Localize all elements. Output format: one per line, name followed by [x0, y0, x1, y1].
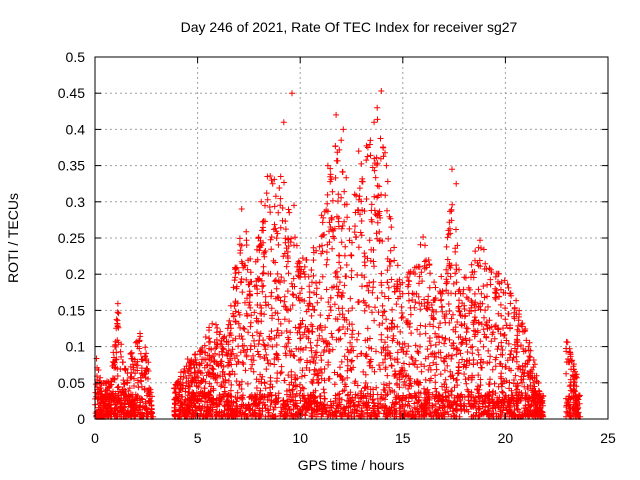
y-tick-label: 0.1 — [66, 339, 86, 355]
roti-points — [92, 88, 584, 420]
x-tick-label: 15 — [395, 430, 411, 446]
chart-title: Day 246 of 2021, Rate Of TEC Index for r… — [181, 19, 518, 35]
x-tick-label: 20 — [498, 430, 514, 446]
y-tick-label: 0.25 — [58, 230, 85, 246]
x-tick-label: 5 — [194, 430, 202, 446]
y-tick-label: 0 — [77, 411, 85, 427]
y-tick-label: 0.45 — [58, 85, 85, 101]
x-tick-label: 10 — [292, 430, 308, 446]
y-axis-label: ROTI / TECUs — [5, 193, 21, 283]
y-tick-label: 0.5 — [66, 49, 86, 65]
axis-ticks: 0 5 10 15 20 25 0 0.05 0.1 0.15 0.2 0.25 0.3 0.35 0.4 0… — [58, 49, 616, 446]
data-points — [92, 88, 584, 420]
x-axis-label: GPS time / hours — [298, 457, 405, 473]
y-tick-label: 0.15 — [58, 302, 85, 318]
y-tick-label: 0.35 — [58, 158, 85, 174]
x-tick-label: 25 — [600, 430, 616, 446]
y-tick-label: 0.2 — [66, 266, 86, 282]
y-tick-label: 0.4 — [66, 121, 86, 137]
y-tick-label: 0.3 — [66, 194, 86, 210]
y-tick-label: 0.05 — [58, 375, 85, 391]
x-tick-label: 0 — [91, 430, 99, 446]
